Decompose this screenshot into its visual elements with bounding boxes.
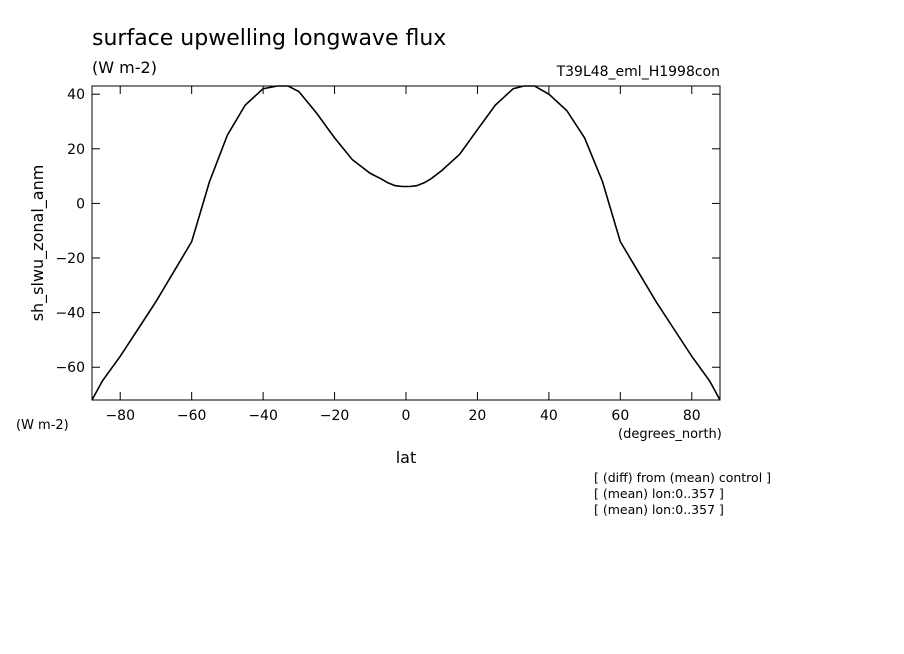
y-tick-label: −60 <box>55 360 85 376</box>
x-tick-label: 80 <box>683 408 701 424</box>
note-line-3: [ (mean) lon:0..357 ] <box>594 502 724 517</box>
x-axis-label: lat <box>396 448 417 467</box>
y-axis-units: (W m-2) <box>16 418 69 433</box>
y-tick-label: 20 <box>67 142 85 158</box>
note-line-1: [ (diff) from (mean) control ] <box>594 470 771 485</box>
y-axis-label: sh_slwu_zonal_anm <box>28 165 48 322</box>
x-tick-label: −20 <box>320 408 350 424</box>
x-tick-label: 20 <box>469 408 487 424</box>
x-tick-label: −60 <box>177 408 207 424</box>
y-tick-label: 0 <box>76 196 85 212</box>
x-tick-label: −40 <box>248 408 278 424</box>
x-axis-ticks: −80 −60 −40 −20 0 20 40 60 80 <box>105 86 701 424</box>
chart-title: surface upwelling longwave flux <box>92 26 446 51</box>
series-line <box>91 85 721 401</box>
x-axis-units: (degrees_north) <box>618 427 722 442</box>
x-tick-label: 0 <box>402 408 411 424</box>
chart-units: (W m-2) <box>92 58 157 77</box>
y-tick-label: −20 <box>55 251 85 267</box>
experiment-label: T39L48_eml_H1998con <box>556 64 720 80</box>
x-tick-label: 60 <box>611 408 629 424</box>
y-axis-ticks: −60 −40 −20 0 20 40 <box>55 87 720 376</box>
x-tick-label: 40 <box>540 408 558 424</box>
x-tick-label: −80 <box>105 408 135 424</box>
plot-frame <box>91 85 721 401</box>
y-tick-label: 40 <box>67 87 85 103</box>
note-line-2: [ (mean) lon:0..357 ] <box>594 486 724 501</box>
y-tick-label: −40 <box>55 306 85 322</box>
